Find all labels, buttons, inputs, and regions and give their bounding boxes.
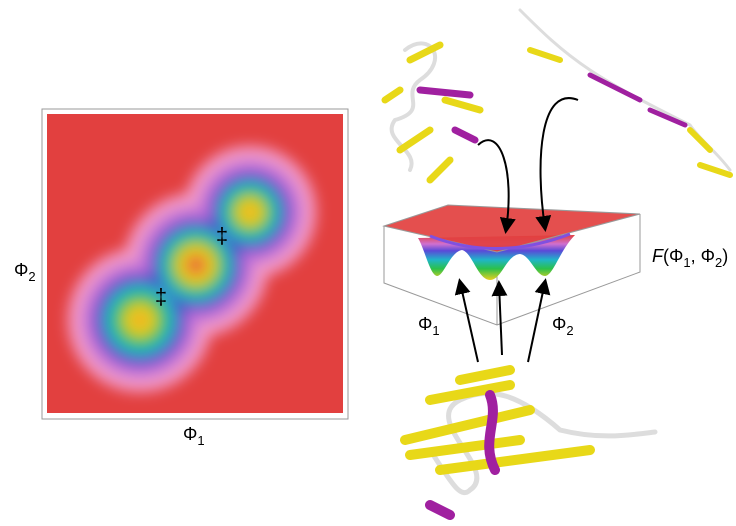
unfolded-protein-2 [520, 10, 730, 175]
x-axis-label: Φ1 [183, 424, 205, 448]
symbol: Φ [183, 424, 197, 444]
subscript: 2 [566, 323, 573, 338]
y-axis-label: Φ2 [14, 260, 36, 284]
separator: , [691, 246, 701, 266]
folded-protein [405, 370, 655, 515]
subscript: 2 [28, 269, 35, 284]
subscript: 1 [683, 255, 690, 270]
symbol: Φ [418, 314, 432, 334]
paren: ) [722, 246, 728, 266]
subscript: 1 [197, 433, 204, 448]
axis1-label: Φ1 [418, 314, 440, 338]
function-label: F(Φ1, Φ2) [652, 246, 728, 270]
axis2-label: Φ2 [552, 314, 574, 338]
landscape-3d [384, 205, 640, 325]
unfolded-protein-1 [385, 43, 480, 180]
figure: ‡ ‡ Φ2 Φ1 F(Φ1, Φ2) Φ1 Φ2 [0, 0, 736, 526]
transition-state: ‡ [155, 284, 167, 309]
subscript: 1 [432, 323, 439, 338]
symbol: Φ [552, 314, 566, 334]
subscript: 2 [715, 255, 722, 270]
free-energy-map: ‡ ‡ Φ2 Φ1 [14, 109, 348, 448]
symbol: Φ [701, 246, 715, 266]
symbol: Φ [669, 246, 683, 266]
symbol: Φ [14, 260, 28, 280]
transition-state: ‡ [216, 223, 228, 248]
